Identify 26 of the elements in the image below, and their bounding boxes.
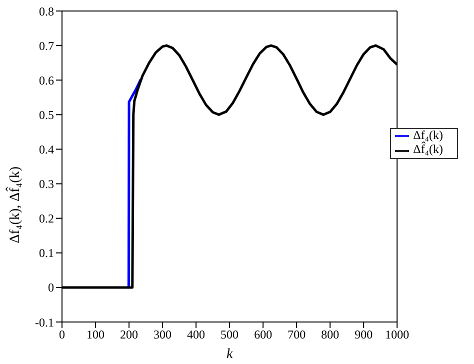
x-tick-label: 100 <box>86 328 105 342</box>
y-tick-label: 0.8 <box>39 4 54 18</box>
y-tick-label: -0.1 <box>35 315 54 330</box>
y-tick-label: 0.6 <box>39 73 54 88</box>
y-axis-title: Δf₄(k), Δf̂₄(k) <box>6 166 23 244</box>
x-tick-label: 800 <box>321 328 340 342</box>
x-tick-label: 200 <box>120 328 138 342</box>
x-tick-label: 600 <box>254 328 272 342</box>
y-tick-label: 0.5 <box>39 108 54 122</box>
legend-label: Δf̂₄(k) <box>413 142 443 156</box>
y-tick-label: 0.4 <box>39 142 54 156</box>
line-series <box>127 78 142 289</box>
y-tick-label: 0.1 <box>39 246 54 260</box>
x-tick-label: 0 <box>59 328 65 342</box>
legend-label: Δf₄(k) <box>413 128 443 142</box>
x-axis-title: k <box>226 347 234 362</box>
y-tick-label: 0.3 <box>39 177 54 192</box>
x-tick-label: 900 <box>354 328 373 342</box>
y-tick-label: 0 <box>48 280 54 295</box>
x-tick-label: 400 <box>187 328 206 342</box>
x-tick-label: 700 <box>288 328 306 342</box>
x-tick-label: 1000 <box>385 328 410 342</box>
x-tick-label: 300 <box>154 328 172 342</box>
x-tick-label: 500 <box>220 328 239 342</box>
y-tick-label: 0.7 <box>39 38 54 53</box>
y-tick-label: 0.2 <box>39 212 54 226</box>
